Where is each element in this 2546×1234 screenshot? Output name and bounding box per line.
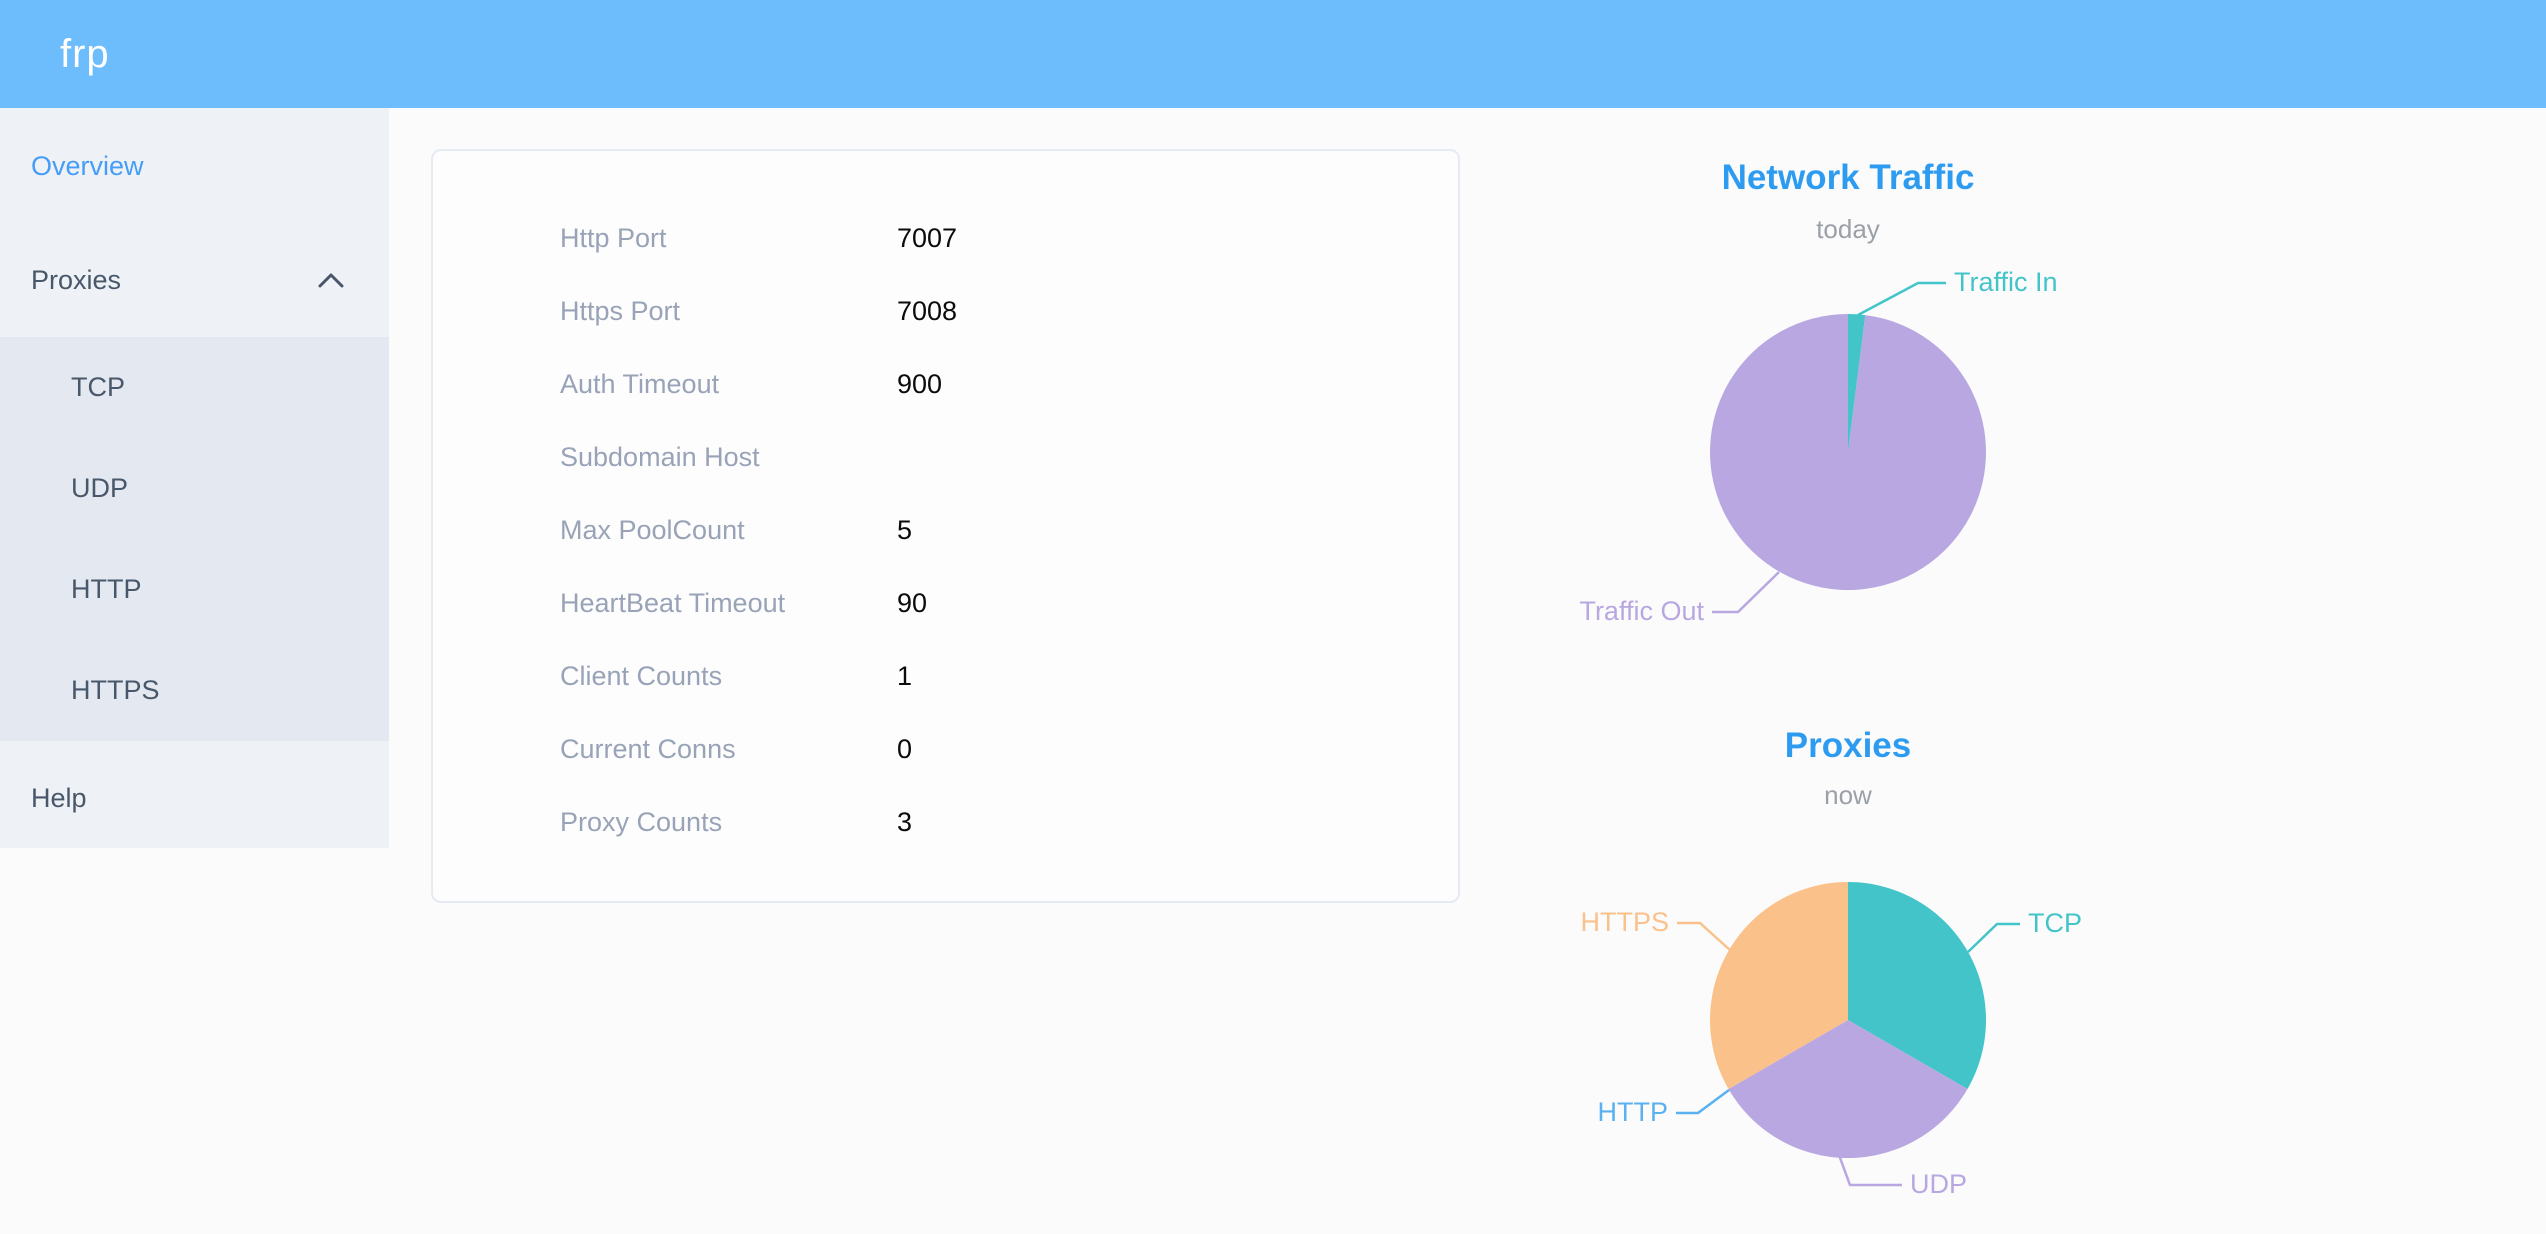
pie-slice-https bbox=[1710, 882, 1848, 1089]
logo-text: frp bbox=[60, 32, 110, 76]
info-row-label: Max PoolCount bbox=[560, 515, 745, 545]
traffic-in-label: Traffic In bbox=[1954, 267, 2058, 297]
server-info-card: Http Port 7007 Https Port 7008 Auth Timeou… bbox=[431, 149, 1460, 903]
info-row: Auth Timeout 900 bbox=[433, 348, 1458, 421]
info-row: Https Port 7008 bbox=[433, 275, 1458, 348]
tcp-label: TCP bbox=[2028, 908, 2082, 938]
sidebar-item-tcp[interactable]: TCP bbox=[0, 337, 389, 438]
proxies-pie bbox=[1710, 882, 1986, 1158]
info-row-value: 0 bbox=[897, 734, 913, 764]
info-row: Current Conns 0 bbox=[433, 713, 1458, 786]
info-row-value: 3 bbox=[897, 807, 913, 837]
info-row: Client Counts 1 bbox=[433, 640, 1458, 713]
sidebar-item-label: Help bbox=[31, 782, 87, 813]
network-traffic-subtitle: today bbox=[1816, 214, 1880, 244]
pie-slice-traffic-in bbox=[1848, 314, 1866, 452]
info-row-label: Client Counts bbox=[560, 661, 723, 691]
network-traffic-pie-chart: Traffic In Traffic Out bbox=[1579, 267, 2058, 626]
pie-slice-udp bbox=[1728, 1020, 1968, 1158]
pie-slice-tcp bbox=[1848, 882, 1986, 1089]
app-header: frp bbox=[0, 0, 2546, 108]
pie-slice-traffic-out bbox=[1710, 314, 1986, 590]
sidebar-item-udp[interactable]: UDP bbox=[0, 438, 389, 539]
info-row-label: Proxy Counts bbox=[560, 807, 723, 837]
tcp-leader bbox=[1967, 922, 2020, 953]
traffic-out-label: Traffic Out bbox=[1579, 596, 1704, 626]
info-row-label: Https Port bbox=[560, 296, 681, 326]
sidebar-item-https[interactable]: HTTPS bbox=[0, 640, 389, 741]
info-row: HeartBeat Timeout 90 bbox=[433, 567, 1458, 640]
sidebar-nav: Overview Proxies TCP UDP HTTP HTTPS Help bbox=[0, 108, 389, 848]
traffic-out-leader bbox=[1712, 571, 1780, 614]
info-row-value: 5 bbox=[897, 515, 913, 545]
info-row-value: 7008 bbox=[897, 296, 958, 326]
proxies-pie-chart: TCP HTTPS HTTP UDP bbox=[1580, 882, 2082, 1199]
info-row-label: Auth Timeout bbox=[560, 369, 720, 399]
info-row-label: Current Conns bbox=[560, 734, 736, 764]
sidebar-item-label: TCP bbox=[71, 372, 125, 402]
info-row-label: HeartBeat Timeout bbox=[560, 588, 786, 618]
sidebar-item-label: UDP bbox=[71, 473, 129, 503]
sidebar-item-http[interactable]: HTTP bbox=[0, 539, 389, 640]
info-row-value: 1 bbox=[897, 661, 913, 691]
sidebar-item-label: HTTP bbox=[71, 574, 142, 604]
info-row: Max PoolCount 5 bbox=[433, 494, 1458, 567]
info-row: Proxy Counts 3 bbox=[433, 786, 1458, 859]
network-traffic-pie bbox=[1710, 314, 1986, 590]
sidebar-item-proxies[interactable]: Proxies bbox=[0, 230, 389, 330]
info-row-label: Http Port bbox=[560, 223, 667, 253]
info-row-value: 900 bbox=[897, 369, 943, 399]
traffic-in-leader bbox=[1857, 281, 1946, 317]
info-row: Subdomain Host bbox=[433, 421, 1458, 494]
https-label: HTTPS bbox=[1580, 907, 1669, 937]
sidebar-item-label: HTTPS bbox=[71, 675, 160, 705]
sidebar-item-overview[interactable]: Overview bbox=[0, 116, 389, 216]
chevron-up-icon bbox=[318, 273, 344, 288]
info-row-value: 7007 bbox=[897, 223, 958, 253]
https-leader bbox=[1677, 921, 1732, 952]
udp-label: UDP bbox=[1910, 1169, 1967, 1199]
http-leader bbox=[1676, 1088, 1730, 1115]
sidebar-item-label: Overview bbox=[31, 150, 144, 181]
http-label: HTTP bbox=[1598, 1097, 1669, 1127]
network-traffic-title: Network Traffic bbox=[1721, 158, 1975, 197]
sidebar-item-label: Proxies bbox=[31, 264, 122, 295]
udp-leader bbox=[1837, 1154, 1902, 1187]
info-row-label: Subdomain Host bbox=[560, 442, 760, 472]
sidebar-item-help[interactable]: Help bbox=[0, 748, 389, 848]
info-row: Http Port 7007 bbox=[433, 202, 1458, 275]
proxies-chart-title: Proxies bbox=[1784, 726, 1912, 765]
info-row-value: 90 bbox=[897, 588, 928, 618]
proxies-chart-subtitle: now bbox=[1824, 780, 1872, 810]
proxies-submenu: TCP UDP HTTP HTTPS bbox=[0, 337, 389, 741]
